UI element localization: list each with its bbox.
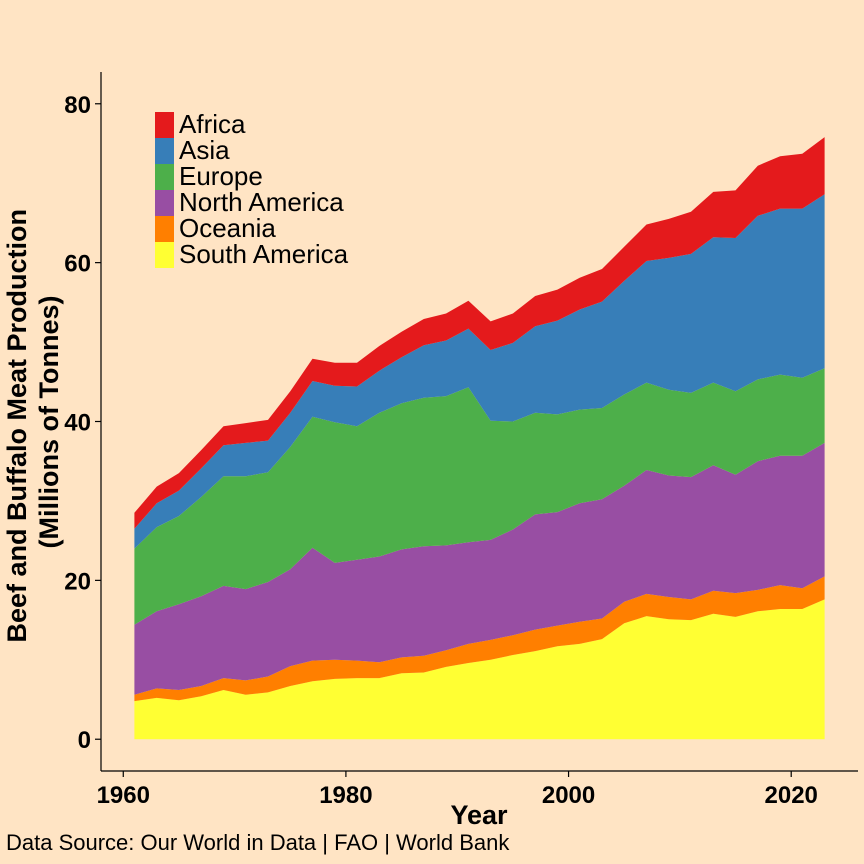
area-asia [134, 194, 825, 549]
legend-swatch-asia [155, 138, 174, 164]
y-tick-label: 80 [64, 92, 91, 119]
x-axis-ticks: 1960 1980 2000 2020 [97, 771, 818, 809]
legend-item-europe: Europe [155, 161, 263, 191]
area-africa [134, 137, 825, 529]
y-axis-title: Beef and Buffalo Meat Production (Millio… [2, 201, 64, 642]
area-south-america [134, 599, 825, 740]
x-axis-title: Year [450, 800, 508, 830]
area-europe [134, 368, 825, 625]
area-series-group [134, 137, 825, 740]
legend-item-north-america: North America [155, 187, 344, 217]
y-axis-ticks: 0 20 40 60 80 [64, 92, 101, 754]
x-tick-label: 1980 [319, 782, 372, 809]
legend-label-asia: Asia [179, 135, 230, 165]
legend-swatch-south-america [155, 242, 174, 268]
area-north-america [134, 442, 825, 695]
x-tick-label: 2000 [542, 782, 595, 809]
legend-label-africa: Africa [179, 109, 246, 139]
legend-item-south-america: South America [155, 239, 349, 269]
y-tick-label: 0 [78, 727, 91, 754]
legend-item-oceania: Oceania [155, 213, 276, 243]
y-tick-label: 20 [64, 568, 91, 595]
area-oceania [134, 576, 825, 702]
y-tick-label: 60 [64, 251, 91, 278]
legend-label-oceania: Oceania [179, 213, 276, 243]
y-axis-title-line2: (Millions of Tonnes) [34, 296, 64, 549]
y-axis-title-line1: Beef and Buffalo Meat Production [2, 209, 32, 643]
legend-item-africa: Africa [155, 109, 246, 139]
x-tick-label: 1960 [97, 782, 150, 809]
legend-label-north-america: North America [179, 187, 344, 217]
axes-group: 0 20 40 60 80 1960 1980 2000 2020 [64, 72, 858, 809]
legend-swatch-europe [155, 164, 174, 190]
data-source-caption: Data Source: Our World in Data | FAO | W… [6, 830, 510, 855]
legend-label-europe: Europe [179, 161, 263, 191]
legend-label-south-america: South America [179, 239, 349, 269]
legend-swatch-africa [155, 112, 174, 138]
legend-item-asia: Asia [155, 135, 230, 165]
legend-swatch-oceania [155, 216, 174, 242]
x-tick-label: 2020 [765, 782, 818, 809]
legend-swatch-north-america [155, 190, 174, 216]
y-tick-label: 40 [64, 410, 91, 437]
